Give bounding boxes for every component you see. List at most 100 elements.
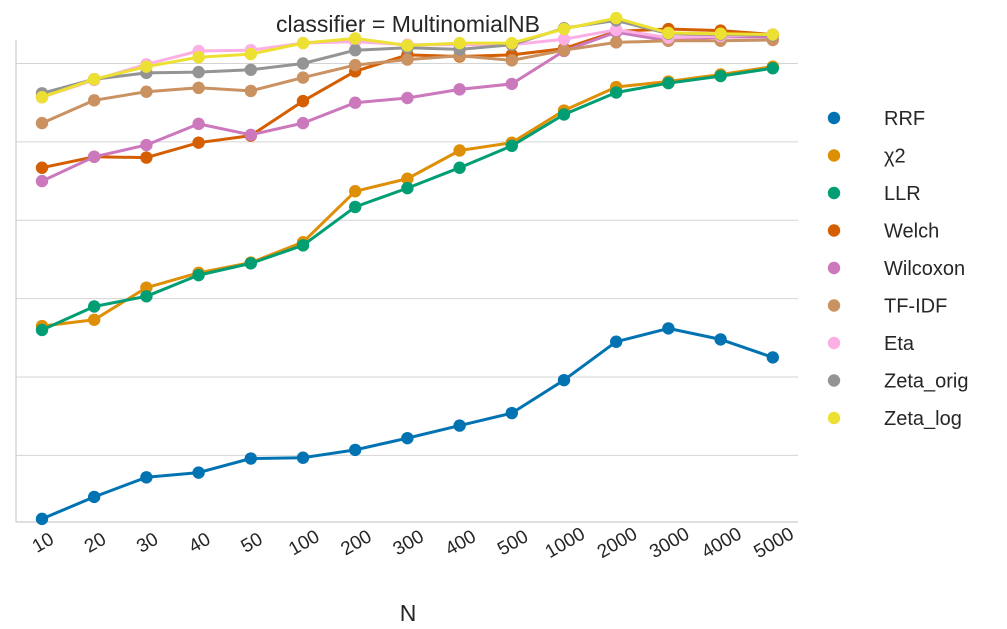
data-point [349, 185, 362, 198]
legend-label: Welch [884, 221, 939, 243]
data-point [766, 28, 779, 41]
data-point [557, 33, 571, 46]
legend-marker [827, 149, 841, 162]
data-point [610, 86, 623, 99]
data-point [453, 36, 466, 50]
series-tf-idf [35, 33, 779, 130]
data-point [766, 62, 779, 75]
data-point [88, 94, 101, 107]
x-tick-label: 20 [81, 529, 110, 558]
data-point [35, 91, 49, 104]
x-tick-label: 30 [133, 529, 162, 558]
data-point [505, 36, 518, 50]
data-point [557, 373, 571, 387]
plot-area [35, 11, 779, 526]
data-point [140, 471, 153, 484]
data-point [610, 36, 623, 49]
data-point [35, 174, 49, 188]
legend-marker [827, 336, 841, 350]
data-point [296, 239, 310, 252]
data-point [401, 431, 414, 445]
data-point [401, 53, 414, 66]
data-point [296, 71, 310, 84]
data-point [192, 51, 205, 64]
data-point [505, 77, 518, 91]
legend-item: Eta [827, 333, 915, 355]
x-tick-label: 200 [337, 526, 375, 560]
data-point [88, 150, 101, 163]
x-tick-labels: 10 20 30 40 50 100 200 300 400 500 1000 2000 3000 400… [29, 524, 798, 563]
data-point [244, 47, 257, 61]
chart-title: classifier = MultinomialNB [276, 11, 540, 37]
series-line [41, 326, 774, 521]
data-point [714, 69, 727, 83]
data-point [88, 72, 101, 86]
legend-item: χ2 [827, 146, 906, 168]
data-point [662, 322, 675, 335]
data-point [557, 108, 571, 121]
data-point [244, 452, 257, 465]
data-point [505, 139, 518, 153]
data-point [557, 43, 571, 57]
data-point [453, 419, 466, 432]
data-point [505, 54, 518, 67]
legend-label: RRF [884, 108, 925, 130]
legend-marker [827, 224, 841, 237]
data-point [557, 22, 571, 36]
legend-item: Zeta_log [827, 408, 962, 430]
data-point [662, 26, 675, 40]
data-point [35, 161, 49, 174]
legend-item: TF-IDF [827, 296, 947, 318]
data-point [35, 116, 49, 130]
data-point [453, 144, 466, 157]
legend-label: Zeta_log [884, 408, 962, 430]
series-rrf [35, 322, 779, 526]
x-tick-label: 100 [285, 526, 323, 560]
legend-marker [827, 261, 841, 275]
x-tick-label: 10 [29, 529, 58, 558]
legend-label: LLR [884, 183, 921, 205]
data-point [192, 268, 205, 282]
data-point [244, 84, 257, 98]
data-point [244, 257, 257, 270]
data-point [610, 11, 623, 25]
data-point [140, 60, 153, 73]
x-tick-label: 4000 [698, 524, 745, 563]
data-point [610, 23, 623, 37]
x-tick-label: 2000 [594, 524, 641, 563]
data-point [88, 300, 101, 313]
x-tick-label: 50 [238, 529, 267, 558]
data-point [349, 443, 362, 457]
legend: RRF χ2 LLR Welch Wilcoxon TF-IDF Eta Zeta_orig Z… [827, 108, 969, 430]
data-point [296, 94, 310, 108]
data-point [88, 313, 101, 326]
data-point [244, 63, 257, 76]
data-point [88, 490, 101, 504]
legend-label: TF-IDF [884, 296, 947, 318]
gridlines [16, 62, 798, 456]
x-tick-label: 3000 [646, 524, 693, 563]
legend-marker [827, 186, 841, 200]
legend-item: RRF [827, 108, 925, 130]
x-tick-label: 400 [442, 526, 480, 560]
data-point [296, 451, 310, 464]
data-point [140, 151, 153, 164]
series-llr [35, 62, 779, 337]
data-point [453, 161, 466, 174]
data-point [140, 281, 153, 294]
data-point [349, 96, 362, 109]
data-point [192, 81, 205, 95]
data-point [662, 76, 675, 90]
legend-marker [827, 411, 841, 425]
data-point [296, 36, 310, 50]
data-point [610, 335, 623, 348]
legend-label: Eta [884, 333, 915, 355]
data-point [401, 172, 414, 185]
legend-item: LLR [827, 183, 921, 205]
x-tick-label: 300 [390, 526, 428, 560]
x-tick-label: 5000 [750, 524, 797, 563]
data-point [140, 85, 153, 98]
data-point [192, 466, 205, 479]
data-point [453, 83, 466, 96]
